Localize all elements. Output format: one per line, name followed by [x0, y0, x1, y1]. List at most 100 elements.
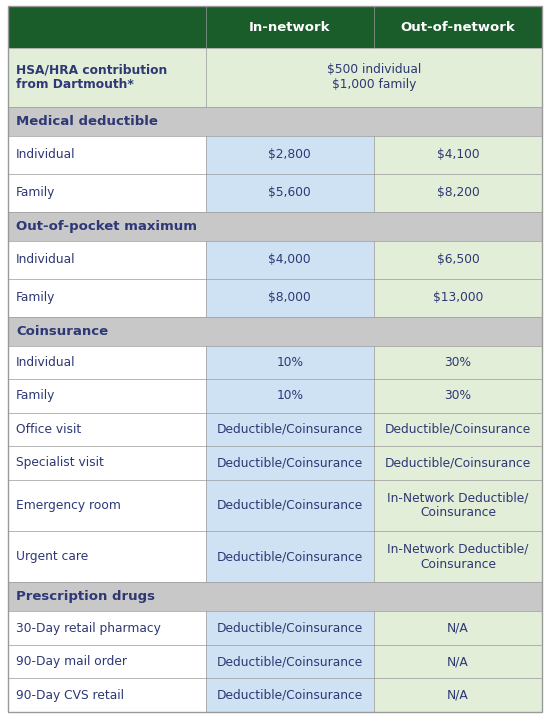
Text: Deductible/Coinsurance: Deductible/Coinsurance — [217, 622, 363, 635]
Bar — [374, 379, 542, 413]
Text: Emergency room: Emergency room — [16, 499, 121, 512]
Bar — [8, 446, 206, 480]
Text: Deductible/Coinsurance: Deductible/Coinsurance — [217, 656, 363, 668]
Bar — [8, 413, 206, 446]
Bar — [8, 413, 542, 446]
Text: In-Network Deductible/
Coinsurance: In-Network Deductible/ Coinsurance — [387, 491, 529, 519]
Bar — [8, 480, 206, 531]
Text: Prescription drugs: Prescription drugs — [16, 590, 155, 603]
Bar — [374, 136, 542, 174]
Bar — [8, 279, 206, 317]
Text: 90-Day mail order: 90-Day mail order — [16, 656, 127, 668]
Text: Out-of-network: Out-of-network — [400, 21, 515, 34]
Bar — [374, 174, 542, 212]
Text: $5,600: $5,600 — [268, 186, 311, 199]
Bar — [8, 345, 542, 379]
Text: 30%: 30% — [444, 389, 471, 402]
Bar — [8, 174, 206, 212]
Bar — [374, 279, 542, 317]
Bar — [8, 679, 206, 712]
Text: Deductible/Coinsurance: Deductible/Coinsurance — [217, 499, 363, 512]
Bar — [8, 531, 542, 582]
Text: $4,000: $4,000 — [268, 253, 311, 266]
Text: Medical deductible: Medical deductible — [16, 115, 158, 128]
Bar — [8, 106, 542, 136]
Bar — [8, 612, 206, 645]
Text: Deductible/Coinsurance: Deductible/Coinsurance — [217, 689, 363, 701]
Text: Deductible/Coinsurance: Deductible/Coinsurance — [385, 423, 531, 436]
Text: $8,200: $8,200 — [437, 186, 479, 199]
Bar — [8, 317, 542, 345]
Bar — [8, 345, 206, 379]
Bar — [206, 446, 374, 480]
Bar — [206, 379, 374, 413]
Text: $4,100: $4,100 — [437, 148, 479, 161]
Bar — [8, 212, 542, 241]
Bar — [374, 612, 542, 645]
Text: In-Network Deductible/
Coinsurance: In-Network Deductible/ Coinsurance — [387, 543, 529, 571]
Text: Deductible/Coinsurance: Deductible/Coinsurance — [217, 550, 363, 563]
Bar — [8, 645, 206, 679]
Bar — [374, 679, 542, 712]
Text: 10%: 10% — [276, 356, 303, 369]
Bar — [8, 241, 206, 279]
Text: Urgent care: Urgent care — [16, 550, 88, 563]
Text: N/A: N/A — [447, 656, 469, 668]
Bar — [374, 241, 542, 279]
Bar — [8, 106, 542, 136]
Bar — [8, 6, 206, 48]
Bar — [8, 679, 542, 712]
Bar — [206, 48, 542, 106]
Bar — [8, 279, 542, 317]
Bar — [206, 345, 374, 379]
Bar — [8, 136, 206, 174]
Bar — [206, 241, 374, 279]
Bar — [8, 612, 542, 645]
Text: $2,800: $2,800 — [268, 148, 311, 161]
Text: $8,000: $8,000 — [268, 291, 311, 304]
Bar — [206, 413, 374, 446]
Text: HSA/HRA contribution
from Dartmouth*: HSA/HRA contribution from Dartmouth* — [16, 63, 167, 91]
Bar — [374, 480, 542, 531]
Bar — [206, 531, 374, 582]
Bar — [8, 379, 206, 413]
Bar — [206, 174, 374, 212]
Bar — [206, 6, 374, 48]
Text: 30-Day retail pharmacy: 30-Day retail pharmacy — [16, 622, 161, 635]
Bar — [8, 480, 542, 531]
Text: $500 individual
$1,000 family: $500 individual $1,000 family — [327, 63, 421, 91]
Text: Deductible/Coinsurance: Deductible/Coinsurance — [217, 457, 363, 470]
Bar — [374, 6, 542, 48]
Bar — [8, 174, 542, 212]
Text: Family: Family — [16, 389, 56, 402]
Bar — [206, 645, 374, 679]
Bar — [8, 645, 542, 679]
Text: In-network: In-network — [249, 21, 331, 34]
Bar — [8, 48, 542, 106]
Text: N/A: N/A — [447, 622, 469, 635]
Bar — [8, 136, 542, 174]
Bar — [206, 480, 374, 531]
Bar — [8, 241, 542, 279]
Text: $6,500: $6,500 — [437, 253, 479, 266]
Bar — [206, 279, 374, 317]
Bar — [374, 413, 542, 446]
Text: Individual: Individual — [16, 253, 75, 266]
Text: N/A: N/A — [447, 689, 469, 701]
Bar — [206, 612, 374, 645]
Bar — [8, 48, 206, 106]
Text: Family: Family — [16, 291, 56, 304]
Bar — [8, 446, 542, 480]
Text: Out-of-pocket maximum: Out-of-pocket maximum — [16, 220, 197, 233]
Bar — [374, 531, 542, 582]
Bar — [8, 379, 542, 413]
Text: Individual: Individual — [16, 148, 75, 161]
Text: Office visit: Office visit — [16, 423, 81, 436]
Bar — [374, 446, 542, 480]
Text: Family: Family — [16, 186, 56, 199]
Bar — [8, 582, 542, 612]
Bar — [8, 582, 542, 612]
Text: Deductible/Coinsurance: Deductible/Coinsurance — [385, 457, 531, 470]
Bar — [374, 645, 542, 679]
Bar — [8, 6, 542, 48]
